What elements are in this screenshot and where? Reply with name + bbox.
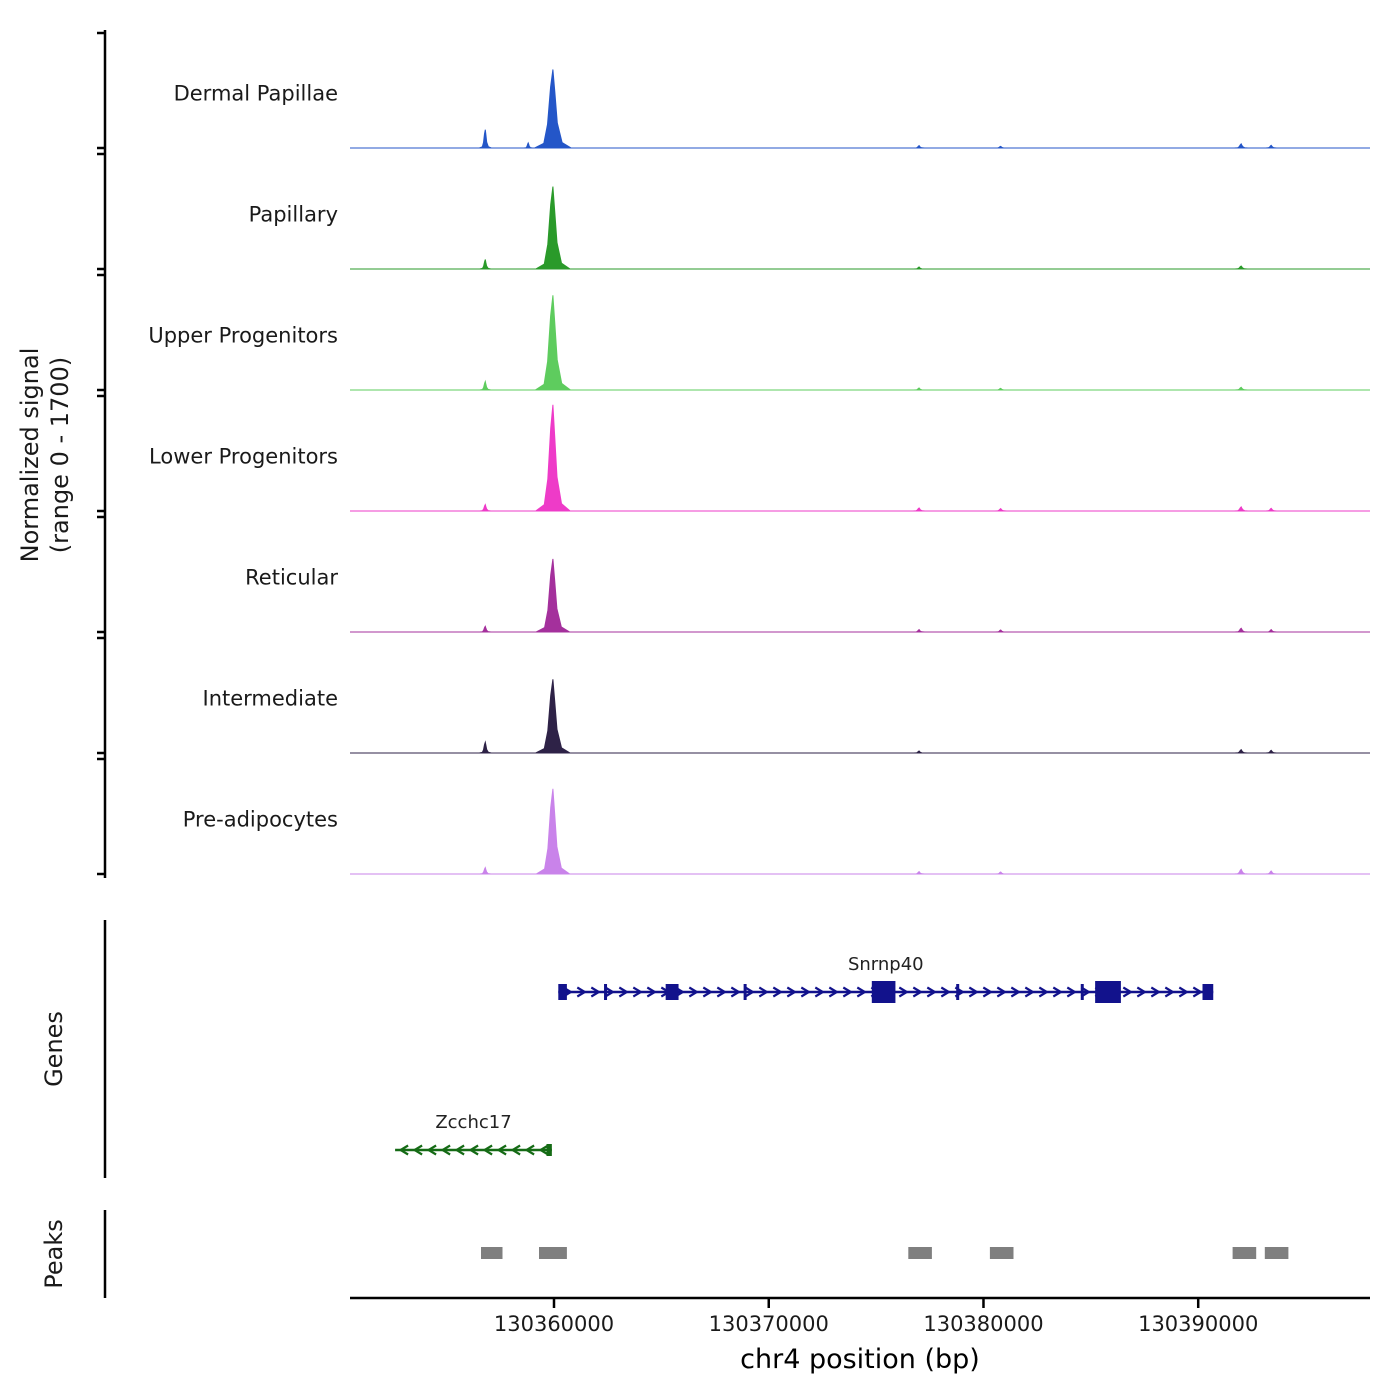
signal-area <box>350 558 1370 633</box>
signal-area <box>350 679 1370 754</box>
x-axis-ticks: 130360000 130370000 130380000 130390000 <box>494 1298 1258 1336</box>
signal-area <box>350 69 1370 149</box>
signal-track-upper-progenitors <box>350 295 1370 391</box>
exon-box <box>1095 981 1121 1003</box>
gene-model-zcchc17 <box>395 1144 552 1156</box>
peak-region <box>989 1247 1014 1259</box>
gene-label-1: Zcchc17 <box>435 1112 511 1133</box>
signal-tracks <box>350 69 1370 875</box>
signal-area <box>350 788 1370 875</box>
small-exon-mark <box>604 984 608 1000</box>
track-label-pre-adipocytes: Pre-adipocytes <box>183 807 338 831</box>
genes-section-label: Genes <box>40 1011 68 1087</box>
exon-box <box>665 984 679 1000</box>
track-label-intermediate: Intermediate <box>203 686 339 710</box>
track-label-upper-progenitors: Upper Progenitors <box>148 323 338 347</box>
x-tick-label: 130370000 <box>709 1312 829 1336</box>
gene-model-snrnp40 <box>558 981 1214 1003</box>
signal-track-dermal-papillae <box>350 69 1370 149</box>
peak-region <box>908 1247 932 1259</box>
track-label-dermal-papillae: Dermal Papillae <box>174 81 338 105</box>
signal-y-axis-ticks <box>97 31 105 876</box>
exon-box <box>1202 984 1214 1000</box>
signal-area <box>350 404 1370 512</box>
signal-track-papillary <box>350 186 1370 270</box>
x-tick-label: 130390000 <box>1138 1312 1258 1336</box>
signal-track-pre-adipocytes <box>350 788 1370 875</box>
track-label-reticular: Reticular <box>245 565 338 589</box>
signal-track-reticular <box>350 558 1370 633</box>
peak-region <box>1232 1247 1257 1259</box>
peak-region <box>539 1247 567 1259</box>
x-tick-label: 130360000 <box>494 1312 614 1336</box>
signal-area <box>350 186 1370 270</box>
track-label-papillary: Papillary <box>249 202 338 226</box>
signal-track-lower-progenitors <box>350 404 1370 512</box>
y-axis-label-line1: Normalized signal <box>16 348 44 563</box>
signal-area <box>350 295 1370 391</box>
peak-region <box>1264 1247 1289 1259</box>
gene-models <box>395 981 1214 1156</box>
exon-box <box>871 981 896 1003</box>
peaks-section-label: Peaks <box>40 1219 68 1289</box>
gene-label-0: Snrnp40 <box>848 954 924 975</box>
small-exon-mark <box>1080 984 1084 1000</box>
signal-track-intermediate <box>350 679 1370 754</box>
peak-regions <box>481 1247 1289 1259</box>
track-label-lower-progenitors: Lower Progenitors <box>149 444 338 468</box>
exon-box <box>558 984 567 1000</box>
peak-region <box>481 1247 503 1259</box>
small-exon-mark <box>743 984 747 1000</box>
small-exon-mark <box>956 984 960 1000</box>
x-tick-label: 130380000 <box>923 1312 1043 1336</box>
strand-arrows <box>398 1144 549 1156</box>
exon-box <box>546 1144 552 1156</box>
x-axis-title: chr4 position (bp) <box>740 1344 980 1375</box>
y-axis-label-line2: (range 0 - 1700) <box>46 357 74 553</box>
